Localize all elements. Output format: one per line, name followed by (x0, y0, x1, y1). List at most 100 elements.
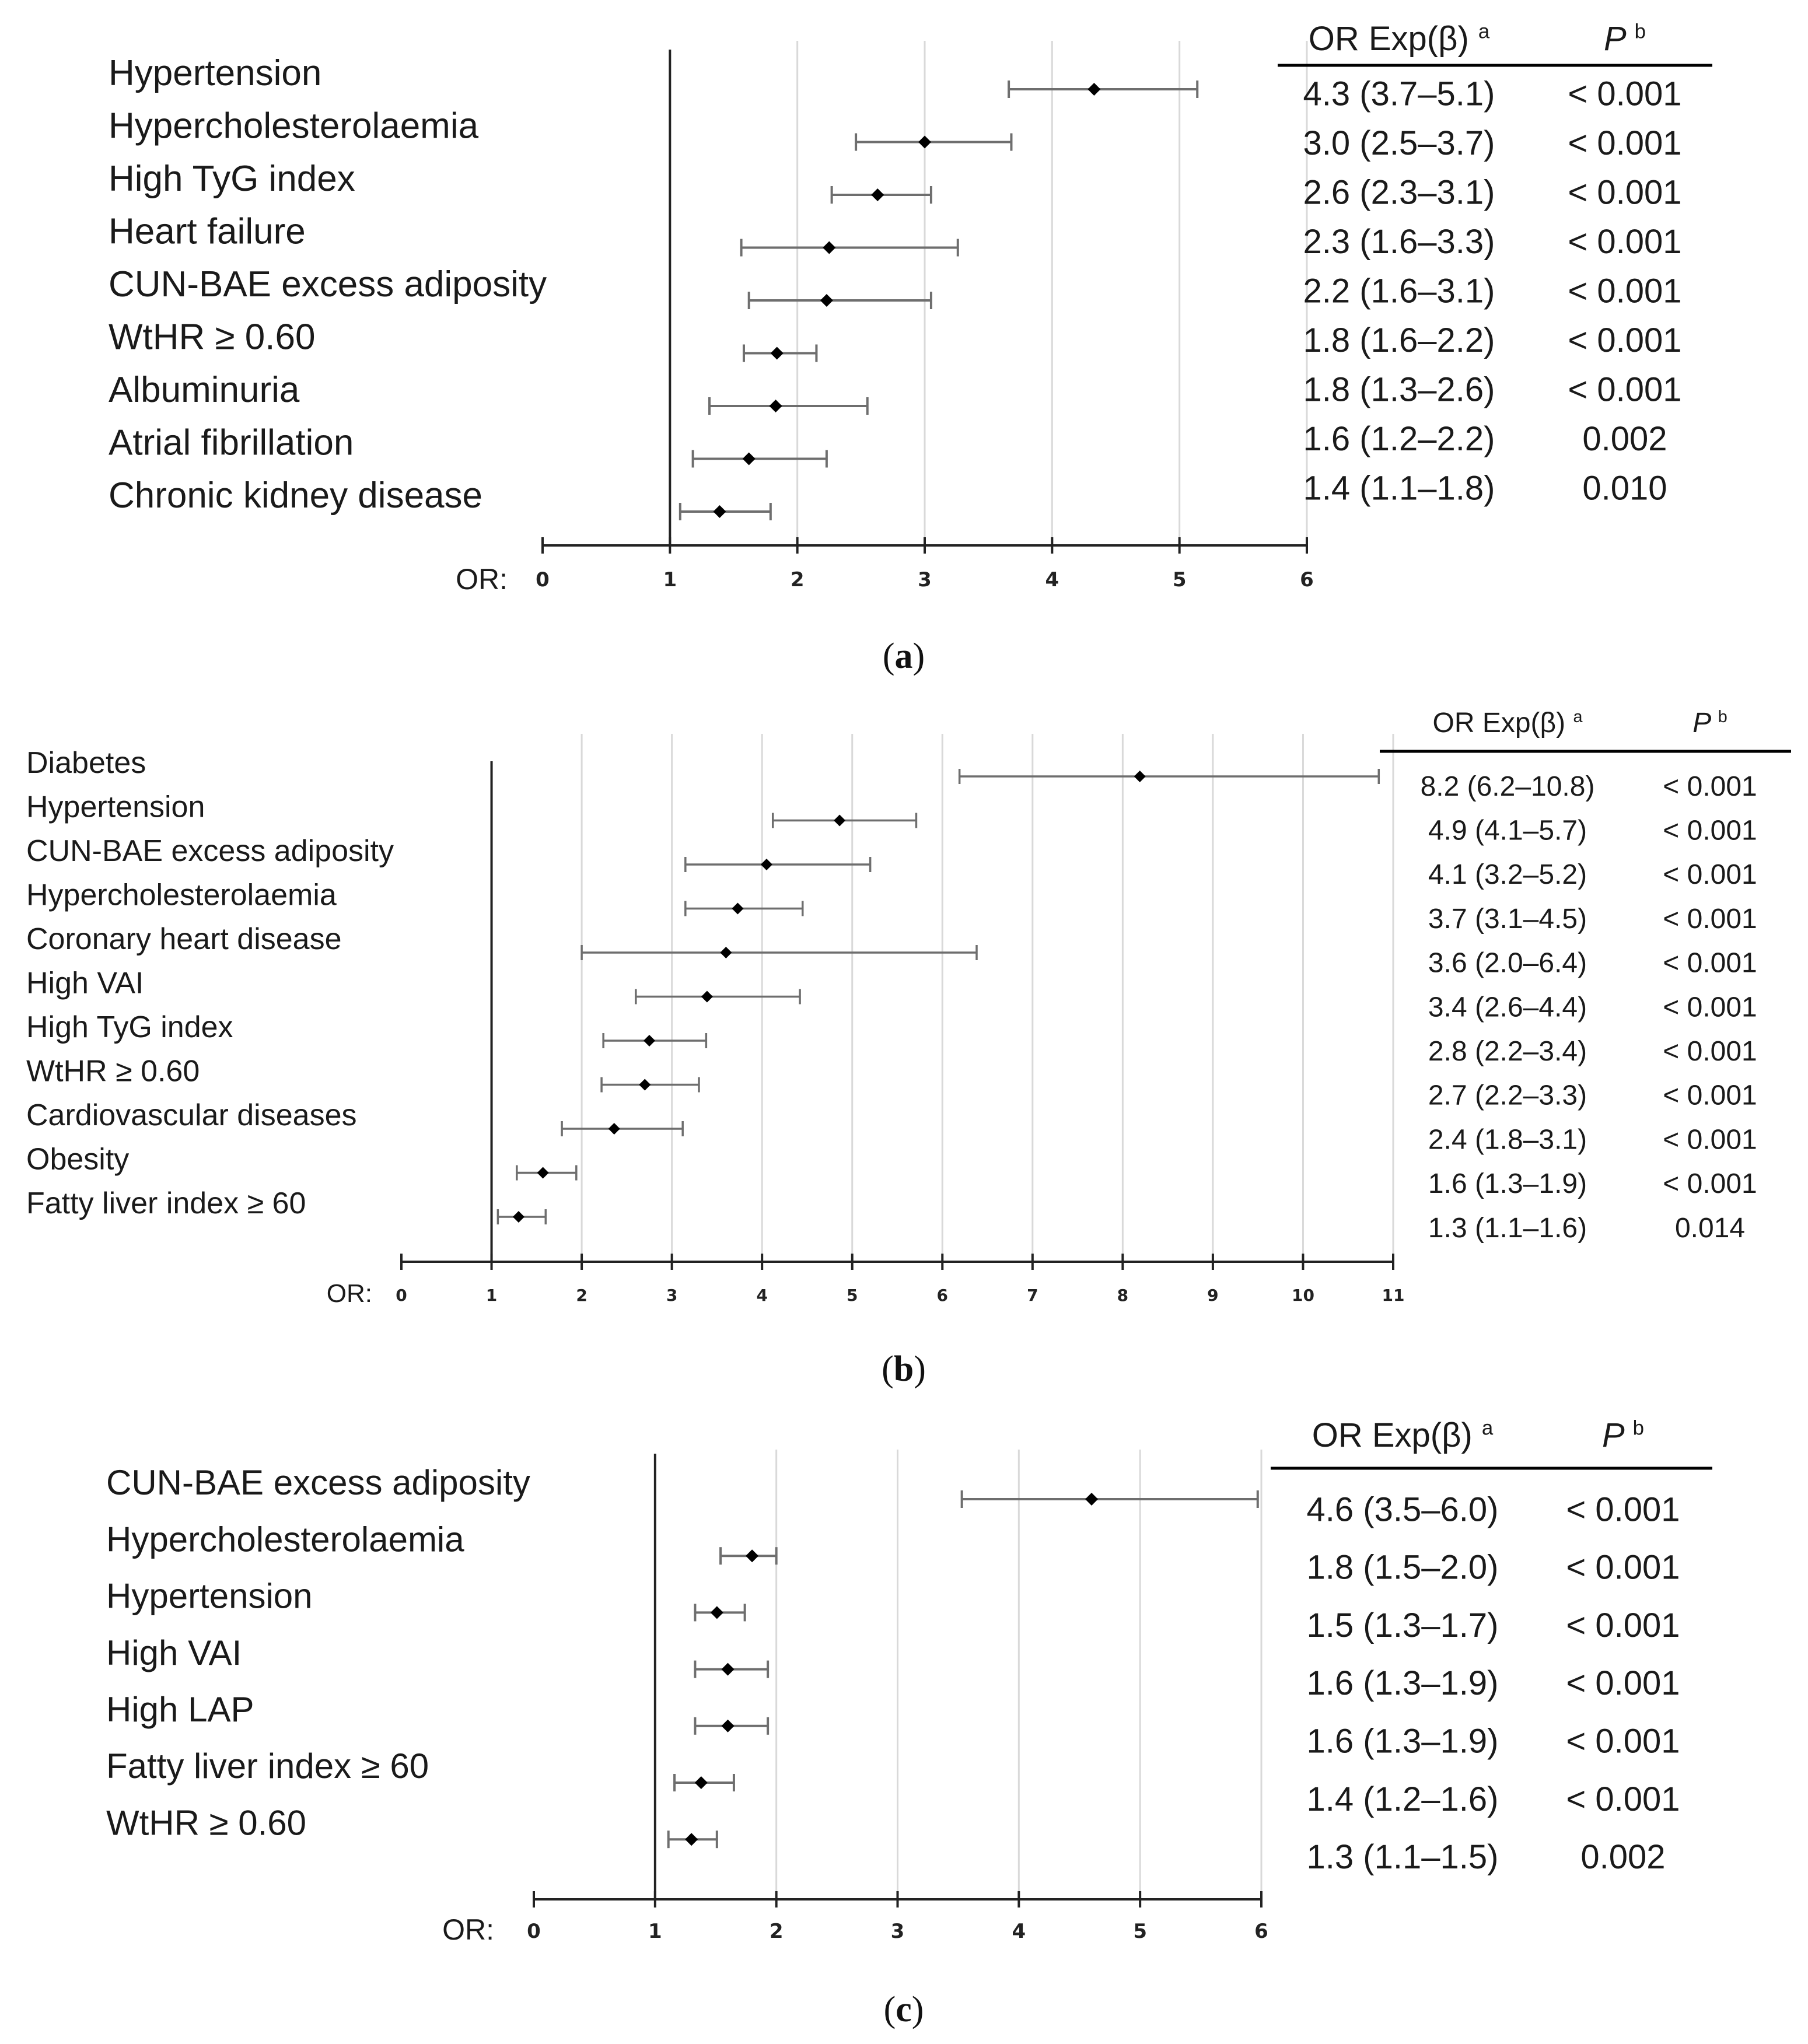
or-point (770, 346, 784, 360)
x-tick-label: 2 (770, 1920, 784, 1943)
p-value: < 0.001 (1663, 1080, 1757, 1111)
forest-panel-b: 0 1 2 3 4 5 6 7 8 9 10 11 OR: Diabetes 8.2 (6.2–10.8) <… (26, 708, 1791, 1389)
or-point (721, 1719, 735, 1732)
or-point (713, 505, 726, 518)
x-tick-label: 6 (1254, 1920, 1268, 1943)
x-tick-label: 5 (1133, 1920, 1147, 1943)
p-value: < 0.001 (1566, 1606, 1680, 1644)
forest-panel-c: 0 1 2 3 4 5 6 OR: CUN-BAE excess adiposity 4.6 (3… (106, 1416, 1712, 2029)
row-label: Diabetes (26, 746, 146, 780)
or-ci-value: 1.4 (1.2–1.6) (1307, 1780, 1499, 1818)
x-tick-label: 5 (1173, 568, 1187, 592)
row-label: Hypercholesterolaemia (109, 106, 479, 146)
p-value: < 0.001 (1663, 1036, 1757, 1067)
x-tick-label: 4 (1045, 568, 1059, 592)
x-tick-label: 7 (1027, 1286, 1038, 1305)
row-label: Heart failure (109, 211, 306, 251)
forest-panel-a: 0 1 2 3 4 5 6 OR: Hypertension 4.3 (3.7–5.1) < 0.0… (109, 20, 1712, 676)
p-value: < 0.001 (1568, 370, 1681, 408)
or-ci-value: 1.3 (1.1–1.6) (1428, 1213, 1587, 1244)
or-ci-value: 1.8 (1.6–2.2) (1303, 321, 1495, 359)
or-ci-value: 1.8 (1.5–2.0) (1307, 1549, 1499, 1587)
x-tick-label: 4 (756, 1286, 767, 1305)
p-value: < 0.001 (1663, 859, 1757, 890)
p-value: 0.002 (1580, 1838, 1665, 1876)
or-ci-value: 1.3 (1.1–1.5) (1307, 1838, 1499, 1876)
or-ci-value: 2.3 (1.6–3.3) (1303, 223, 1495, 261)
or-ci-value: 1.6 (1.3–1.9) (1307, 1723, 1499, 1760)
p-value: < 0.001 (1663, 771, 1757, 802)
or-ci-value: 4.6 (3.5–6.0) (1307, 1490, 1499, 1528)
p-value: 0.010 (1582, 469, 1667, 507)
or-point (823, 241, 836, 254)
or-ci-value: 3.7 (3.1–4.5) (1428, 904, 1587, 935)
row-label: Chronic kidney disease (109, 475, 482, 516)
x-tick-label: 1 (663, 568, 677, 592)
or-ci-value: 2.8 (2.2–3.4) (1428, 1036, 1587, 1067)
header-or: OR Exp(β) a (1309, 20, 1490, 58)
p-value: < 0.001 (1663, 816, 1757, 846)
or-point (721, 1662, 735, 1676)
p-value: < 0.001 (1663, 1124, 1757, 1155)
or-ci-value: 1.4 (1.1–1.8) (1303, 469, 1495, 507)
p-value: < 0.001 (1568, 124, 1681, 162)
or-ci-value: 4.9 (4.1–5.7) (1428, 816, 1587, 846)
or-ci-value: 4.1 (3.2–5.2) (1428, 859, 1587, 890)
or-point (871, 188, 884, 201)
x-axis-label: OR: (327, 1279, 372, 1308)
p-value: < 0.001 (1568, 173, 1681, 211)
or-point (1085, 1493, 1099, 1506)
or-point (1087, 83, 1101, 96)
header-p: P b (1602, 1416, 1644, 1454)
row-label: Fatty liver index ≥ 60 (106, 1746, 429, 1786)
row-label: High TyG index (109, 159, 355, 199)
row-label: Obesity (26, 1142, 129, 1176)
x-tick-label: 5 (847, 1286, 858, 1305)
panel-caption: (c) (884, 1990, 924, 2029)
p-value: < 0.001 (1566, 1664, 1680, 1702)
x-tick-label: 3 (918, 568, 932, 592)
or-ci-value: 1.6 (1.2–2.2) (1303, 420, 1495, 458)
row-label: High LAP (106, 1690, 254, 1729)
x-tick-label: 0 (536, 568, 550, 592)
x-tick-label: 3 (666, 1286, 677, 1305)
row-label: WtHR ≥ 0.60 (106, 1803, 306, 1842)
x-tick-label: 0 (527, 1920, 541, 1943)
p-value: < 0.001 (1663, 1168, 1757, 1199)
or-ci-value: 2.2 (1.6–3.1) (1303, 272, 1495, 310)
x-tick-label: 11 (1382, 1286, 1405, 1305)
or-point (710, 1606, 723, 1619)
or-ci-value: 1.6 (1.3–1.9) (1428, 1168, 1587, 1199)
x-axis-label: OR: (456, 563, 508, 596)
or-ci-value: 3.6 (2.0–6.4) (1428, 948, 1587, 979)
or-point (1134, 771, 1146, 782)
x-tick-label: 10 (1292, 1286, 1314, 1305)
or-ci-value: 1.6 (1.3–1.9) (1307, 1664, 1499, 1702)
header-or: OR Exp(β) a (1312, 1416, 1494, 1454)
or-point (720, 947, 732, 958)
x-tick-label: 3 (891, 1920, 905, 1943)
row-label: WtHR ≥ 0.60 (26, 1054, 200, 1088)
or-ci-value: 3.4 (2.6–4.4) (1428, 992, 1587, 1023)
or-point (694, 1776, 708, 1789)
x-axis-label: OR: (442, 1913, 494, 1946)
panel-caption: (a) (883, 636, 925, 676)
x-tick-label: 0 (396, 1286, 407, 1305)
x-tick-label: 4 (1012, 1920, 1026, 1943)
or-point (834, 814, 846, 827)
x-tick-label: 9 (1207, 1286, 1218, 1305)
row-label: Hypertension (109, 53, 321, 93)
or-point (769, 400, 782, 412)
or-point (701, 991, 713, 1003)
x-tick-label: 1 (648, 1920, 662, 1943)
or-point (512, 1211, 524, 1223)
p-value: < 0.001 (1568, 223, 1681, 261)
or-point (685, 1833, 698, 1846)
row-label: Hypercholesterolaemia (26, 878, 337, 912)
row-label: Albuminuria (109, 370, 300, 410)
p-value: < 0.001 (1568, 75, 1681, 113)
row-label: WtHR ≥ 0.60 (109, 317, 315, 357)
row-label: High VAI (106, 1633, 242, 1672)
row-label: High VAI (26, 966, 144, 1000)
row-label: Hypertension (106, 1577, 313, 1616)
